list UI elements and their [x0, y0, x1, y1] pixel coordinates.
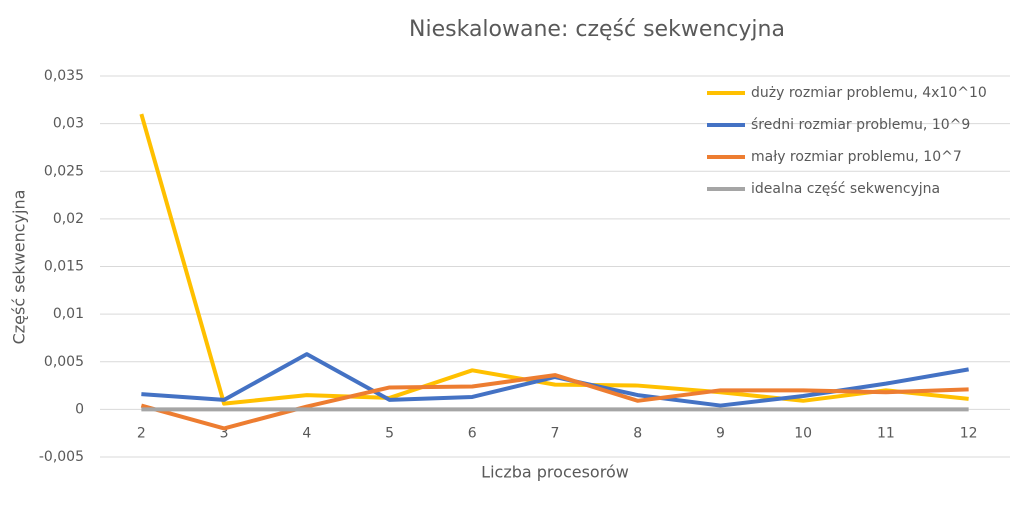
y-tick-label: 0,01: [53, 306, 84, 322]
legend-label: średni rozmiar problemu, 10^9: [751, 117, 970, 133]
chart-title: Nieskalowane: część sekwencyjna: [409, 17, 785, 42]
legend-label: idealna część sekwencyjna: [751, 181, 940, 197]
series-line: [139, 113, 969, 406]
x-tick-label: 8: [633, 425, 642, 441]
x-tick-label: 3: [220, 425, 229, 441]
series-line: [140, 373, 969, 431]
x-tick-label: 4: [302, 425, 311, 441]
x-axis-title: Liczba procesorów: [481, 463, 629, 482]
x-tick-label: 11: [877, 425, 895, 441]
y-tick-label: 0: [75, 401, 84, 417]
legend-label: mały rozmiar problemu, 10^7: [751, 149, 962, 165]
x-tick-label: 7: [551, 425, 560, 441]
y-axis-title: Część sekwencyjna: [10, 190, 29, 345]
x-tick-label: 2: [137, 425, 146, 441]
x-tick-label: 6: [468, 425, 477, 441]
x-tick-label: 12: [960, 425, 978, 441]
y-tick-label: 0,015: [44, 259, 84, 275]
y-tick-label: 0,03: [53, 116, 84, 132]
x-tick-label: 10: [794, 425, 812, 441]
y-tick-label: 0,005: [44, 354, 84, 370]
y-tick-label: -0,005: [39, 449, 84, 465]
x-tick-label: 9: [716, 425, 725, 441]
y-tick-label: 0,025: [44, 163, 84, 179]
y-tick-label: 0,02: [53, 211, 84, 227]
y-tick-label: 0,035: [44, 68, 84, 84]
x-tick-label: 5: [385, 425, 394, 441]
legend-label: duży rozmiar problemu, 4x10^10: [751, 85, 987, 101]
